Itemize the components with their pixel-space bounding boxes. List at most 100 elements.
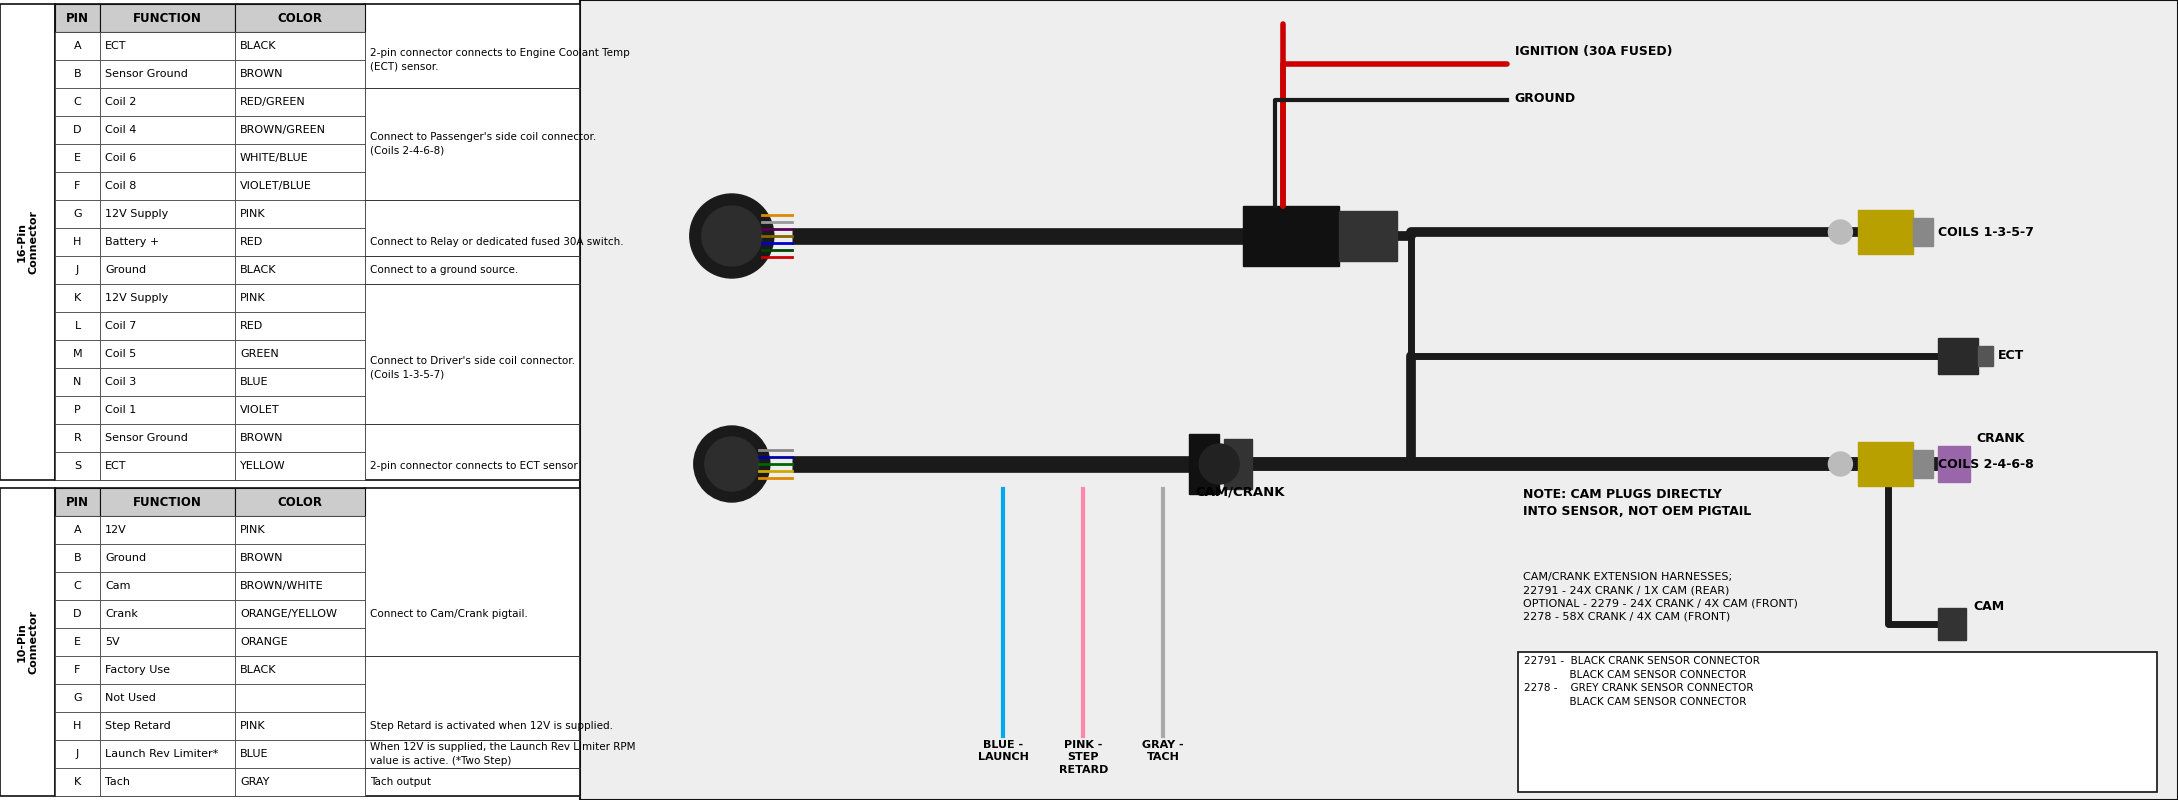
Text: B: B: [74, 69, 81, 79]
Text: R: R: [74, 433, 81, 443]
Text: FUNCTION: FUNCTION: [133, 495, 203, 509]
Circle shape: [1200, 444, 1239, 484]
Bar: [54, 200, 100, 228]
Text: BROWN/GREEN: BROWN/GREEN: [240, 125, 327, 135]
Bar: [54, 600, 100, 628]
Bar: [235, 572, 366, 600]
Circle shape: [690, 194, 773, 278]
Bar: [54, 740, 100, 768]
Bar: [54, 4, 366, 480]
Circle shape: [706, 437, 758, 491]
Text: RED/GREEN: RED/GREEN: [240, 97, 305, 107]
Bar: [100, 340, 235, 368]
Bar: [100, 144, 235, 172]
Text: PINK: PINK: [240, 525, 266, 535]
Circle shape: [701, 206, 762, 266]
Bar: [54, 572, 100, 600]
Bar: [1938, 338, 1978, 374]
Text: FUNCTION: FUNCTION: [133, 11, 203, 25]
Bar: [235, 32, 366, 60]
Bar: [100, 116, 235, 144]
Bar: [235, 88, 366, 116]
Text: A: A: [74, 525, 81, 535]
Bar: [235, 740, 366, 768]
Text: PINK: PINK: [240, 721, 266, 731]
Bar: [100, 60, 235, 88]
Bar: [100, 452, 235, 480]
Bar: [54, 256, 100, 284]
Bar: [54, 488, 100, 516]
Bar: [54, 284, 100, 312]
Bar: [54, 4, 100, 32]
Text: Step Retard: Step Retard: [105, 721, 170, 731]
Text: Coil 2: Coil 2: [105, 97, 137, 107]
Bar: [235, 228, 366, 256]
Text: BLACK: BLACK: [240, 665, 277, 675]
Text: E: E: [74, 153, 81, 163]
Bar: [235, 340, 366, 368]
Text: Cam: Cam: [105, 581, 131, 591]
Bar: [100, 544, 235, 572]
Bar: [235, 684, 366, 712]
Bar: [54, 452, 100, 480]
Bar: [235, 4, 366, 32]
Text: GRAY -
TACH: GRAY - TACH: [1143, 740, 1185, 762]
Text: Step Retard is activated when 12V is supplied.: Step Retard is activated when 12V is sup…: [370, 721, 612, 731]
Bar: [54, 32, 100, 60]
Text: PINK -
STEP
RETARD: PINK - STEP RETARD: [1059, 740, 1109, 774]
Bar: [1224, 439, 1252, 489]
Text: F: F: [74, 665, 81, 675]
Bar: [1914, 450, 1934, 478]
Circle shape: [1827, 220, 1853, 244]
Text: J: J: [76, 749, 78, 759]
Text: BLACK: BLACK: [240, 265, 277, 275]
Bar: [235, 368, 366, 396]
Text: 16-Pin
Connector: 16-Pin Connector: [17, 210, 39, 274]
Text: Coil 4: Coil 4: [105, 125, 137, 135]
Bar: [54, 88, 100, 116]
Bar: [1518, 652, 2156, 792]
Bar: [100, 712, 235, 740]
Text: BLUE: BLUE: [240, 377, 268, 387]
Bar: [0, 488, 54, 796]
Text: YELLOW: YELLOW: [240, 461, 285, 471]
Bar: [235, 452, 366, 480]
Bar: [100, 172, 235, 200]
Bar: [1244, 206, 1339, 266]
Bar: [100, 256, 235, 284]
Text: Connect to a ground source.: Connect to a ground source.: [370, 265, 518, 275]
Bar: [1938, 608, 1967, 640]
Bar: [54, 656, 100, 684]
Bar: [235, 144, 366, 172]
Bar: [100, 88, 235, 116]
Bar: [235, 172, 366, 200]
Text: BROWN: BROWN: [240, 69, 283, 79]
Text: ECT: ECT: [1997, 350, 2026, 362]
Text: GRAY: GRAY: [240, 777, 270, 787]
Text: CAM/CRANK EXTENSION HARNESSES;
22791 - 24X CRANK / 1X CAM (REAR)
OPTIONAL - 2279: CAM/CRANK EXTENSION HARNESSES; 22791 - 2…: [1522, 572, 1797, 622]
Bar: [100, 200, 235, 228]
Text: BLACK: BLACK: [240, 41, 277, 51]
Text: CAM: CAM: [1973, 599, 2004, 613]
Text: J: J: [76, 265, 78, 275]
Text: N: N: [74, 377, 83, 387]
Bar: [100, 600, 235, 628]
Bar: [54, 228, 100, 256]
Text: COILS 2-4-6-8: COILS 2-4-6-8: [1938, 458, 2034, 470]
Text: Not Used: Not Used: [105, 693, 157, 703]
Text: Factory Use: Factory Use: [105, 665, 170, 675]
Bar: [100, 572, 235, 600]
Text: Crank: Crank: [105, 609, 137, 619]
Bar: [1339, 211, 1396, 261]
Bar: [54, 116, 100, 144]
Text: Sensor Ground: Sensor Ground: [105, 69, 187, 79]
Bar: [235, 600, 366, 628]
Text: 22791 -  BLACK CRANK SENSOR CONNECTOR
              BLACK CAM SENSOR CONNECTOR
2: 22791 - BLACK CRANK SENSOR CONNECTOR BLA…: [1525, 656, 1760, 707]
Text: B: B: [74, 553, 81, 563]
Text: Coil 1: Coil 1: [105, 405, 137, 415]
Text: Coil 8: Coil 8: [105, 181, 137, 191]
Bar: [54, 312, 100, 340]
Bar: [54, 144, 100, 172]
Bar: [235, 116, 366, 144]
Text: H: H: [74, 237, 83, 247]
